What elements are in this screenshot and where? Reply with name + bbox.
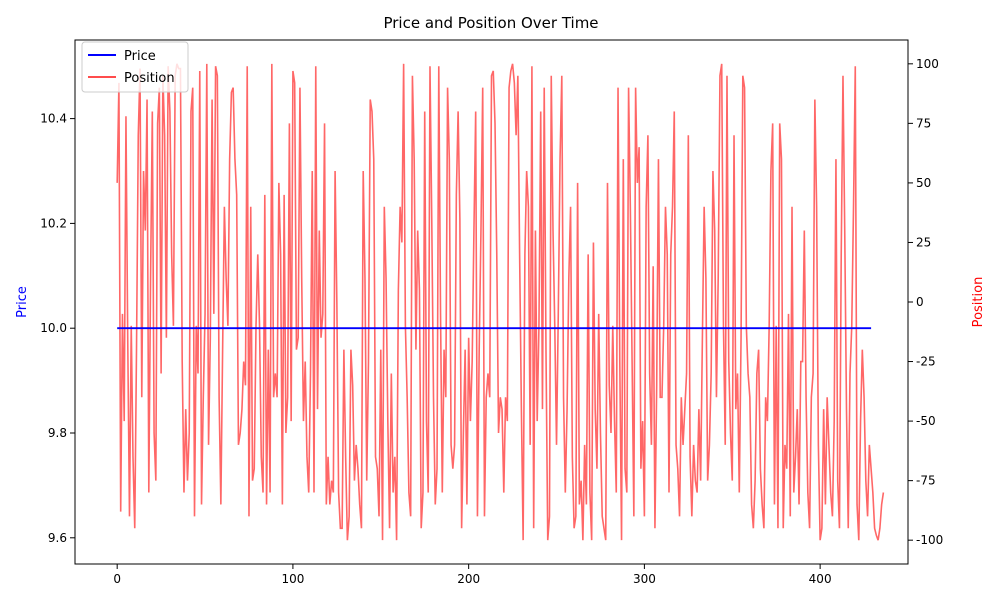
x-tick-label: 0: [113, 572, 121, 586]
right-tick-label: -100: [916, 533, 943, 547]
left-tick-label: 9.6: [48, 531, 67, 545]
legend-label-position: Position: [124, 71, 175, 86]
right-tick-label: 0: [916, 295, 924, 309]
left-tick-label: 10.2: [40, 216, 67, 230]
left-axis: 9.6 9.8 10.0 10.2 10.4: [40, 112, 75, 545]
plot-frame: [74, 39, 909, 565]
x-tick-label: 100: [281, 572, 304, 586]
chart-title: Price and Position Over Time: [383, 14, 598, 32]
right-tick-label: -75: [916, 474, 936, 488]
x-tick-label: 200: [457, 572, 480, 586]
left-axis-label: Price: [15, 286, 30, 318]
right-tick-label: 25: [916, 235, 931, 249]
legend-label-price: Price: [124, 49, 156, 64]
right-tick-label: 100: [916, 57, 939, 71]
series-line-position: [116, 63, 885, 541]
x-axis: 0 100 200 300 400: [113, 564, 832, 586]
x-tick-label: 400: [809, 572, 832, 586]
left-tick-label: 10.4: [40, 112, 67, 126]
legend: Price Position: [81, 41, 189, 93]
left-tick-label: 10.0: [40, 321, 67, 335]
series-layer: [116, 63, 885, 541]
right-tick-label: -50: [916, 414, 936, 428]
right-axis: -100 -75 -50 -25 0 25 50 75 100: [908, 57, 943, 547]
right-tick-label: 75: [916, 116, 931, 130]
right-tick-label: -25: [916, 355, 936, 369]
x-tick-label: 300: [633, 572, 656, 586]
right-axis-label: Position: [971, 277, 986, 328]
left-tick-label: 9.8: [48, 426, 67, 440]
right-tick-label: 50: [916, 176, 931, 190]
